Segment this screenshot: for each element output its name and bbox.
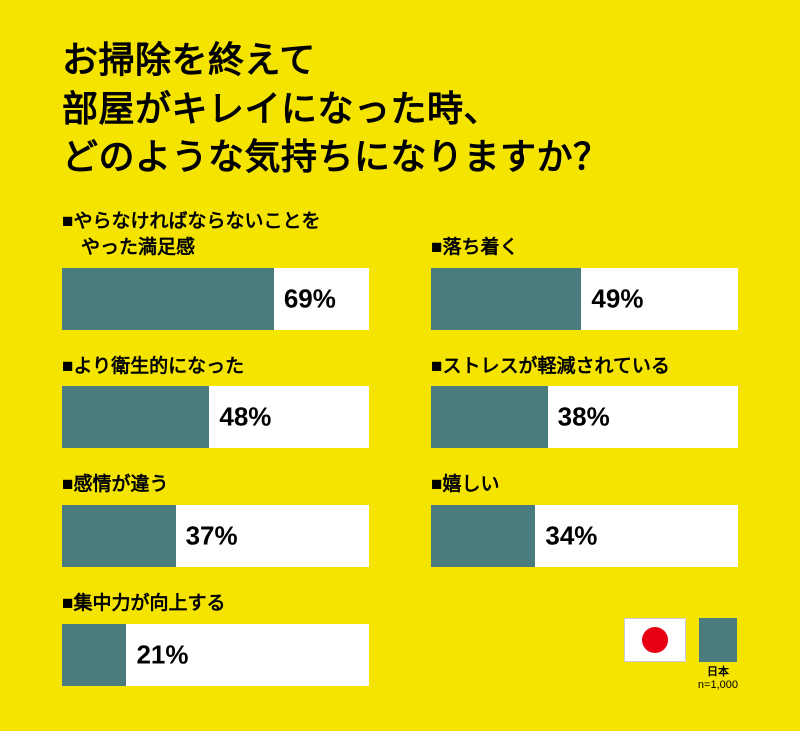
bar-group: ■集中力が向上する 21%	[62, 591, 369, 686]
bar-group: ■やらなければならないことを やった満足感 69%	[62, 206, 369, 330]
bar-label-line: ■集中力が向上する	[62, 592, 226, 614]
japan-flag-icon	[623, 617, 686, 662]
flag-red-circle-icon	[641, 626, 668, 653]
bar-group: ■感情が違う 37%	[62, 472, 369, 567]
bar-chart: ■やらなければならないことを やった満足感 69% ■より衛生的になった 48% ■感情…	[62, 206, 738, 710]
bar-value: 48%	[219, 401, 272, 432]
bar-group: ■嬉しい 34%	[431, 472, 738, 567]
bar-group: ■ストレスが軽減されている 38%	[431, 354, 738, 449]
bar-label-line: ■嬉しい	[431, 474, 500, 496]
bar-label: ■より衛生的になった	[62, 354, 369, 381]
bar-track: 38%	[431, 386, 738, 449]
bar-label-line: ■落ち着く	[431, 237, 519, 259]
bar-track: 21%	[62, 623, 369, 686]
legend-series: 日本 n=1,000	[697, 617, 738, 694]
chart-column: ■落ち着く 49% ■ストレスが軽減されている 38% ■嬉しい 34%	[431, 206, 738, 591]
bar-label-line: ■やらなければならないことを	[62, 210, 321, 232]
bar-fill	[431, 386, 548, 449]
bar-fill	[62, 504, 176, 567]
bar-value: 21%	[136, 639, 189, 670]
chart-column: ■やらなければならないことを やった満足感 69% ■より衛生的になった 48% ■感情…	[62, 206, 369, 710]
bar-value: 34%	[545, 520, 598, 551]
bar-value: 69%	[283, 283, 336, 314]
bar-label: ■嬉しい	[431, 472, 738, 499]
bar-track: 69%	[62, 267, 369, 330]
bar-value: 38%	[557, 401, 610, 432]
page-title-line-1: お掃除を終えて	[62, 39, 316, 80]
bar-label: ■感情が違う	[62, 472, 369, 499]
bar-track: 37%	[62, 504, 369, 567]
bar-label: ■集中力が向上する	[62, 591, 369, 618]
bar-value: 49%	[591, 283, 644, 314]
bar-label: ■ストレスが軽減されている	[431, 354, 738, 381]
legend-sample-label: n=1,000	[697, 679, 738, 692]
page-title-line-3: どのような気持ちになりますか？	[62, 136, 610, 178]
series-color-swatch	[698, 617, 737, 662]
page-title: お掃除を終えて 部屋がキレイになった時、 どのような気持ちになりますか？	[62, 36, 738, 182]
bar-label: ■やらなければならないことを やった満足感	[62, 206, 369, 262]
bar-fill	[431, 267, 582, 330]
bar-fill	[62, 386, 210, 449]
bar-group: ■より衛生的になった 48%	[62, 354, 369, 449]
bar-track: 49%	[431, 267, 738, 330]
bar-fill	[62, 623, 127, 686]
legend-country-label: 日本	[706, 665, 729, 678]
bar-group: ■落ち着く 49%	[431, 206, 738, 330]
bar-fill	[62, 267, 274, 330]
page-title-line-2: 部屋がキレイになった時、	[62, 87, 501, 129]
bar-label: ■落ち着く	[431, 206, 738, 262]
bar-label-line: ■ストレスが軽減されている	[431, 355, 670, 377]
bar-label-line: ■より衛生的になった	[62, 355, 245, 377]
legend: 日本 n=1,000	[623, 617, 738, 694]
bar-label-line: ■感情が違う	[62, 474, 169, 496]
bar-track: 34%	[431, 504, 738, 567]
bar-track: 48%	[62, 386, 369, 449]
bar-label-line: やった満足感	[62, 237, 196, 259]
bar-fill	[431, 504, 536, 567]
bar-value: 37%	[185, 520, 238, 551]
